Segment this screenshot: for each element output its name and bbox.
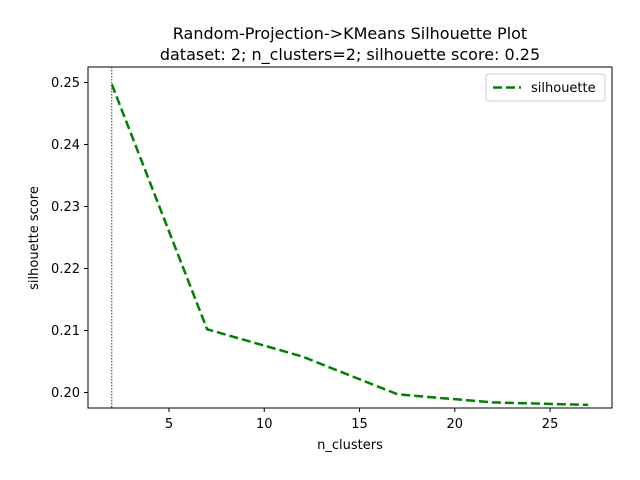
y-tick-label: 0.24 — [51, 138, 80, 153]
y-tick-label: 0.22 — [51, 262, 80, 277]
chart-subtitle: dataset: 2; n_clusters=2; silhouette sco… — [160, 45, 540, 65]
y-axis-label: silhouette score — [27, 186, 42, 290]
y-axis-ticks: 0.20 0.21 0.22 0.23 0.24 0.25 — [51, 76, 88, 401]
x-tick-label: 25 — [542, 417, 559, 432]
x-tick-label: 5 — [165, 417, 173, 432]
y-tick-label: 0.20 — [51, 386, 80, 401]
y-tick-label: 0.23 — [51, 200, 80, 215]
legend-box — [485, 73, 606, 102]
legend-label-silhouette: silhouette — [531, 81, 596, 96]
y-tick-label: 0.21 — [51, 324, 80, 339]
series-line-silhouette — [110, 83, 589, 407]
plot-area — [87, 66, 613, 409]
y-tick-label: 0.25 — [51, 76, 80, 91]
x-axis-ticks: 5 10 15 20 25 — [165, 408, 559, 432]
x-tick-label: 20 — [447, 417, 464, 432]
x-tick-label: 10 — [256, 417, 273, 432]
series-layer — [110, 83, 589, 407]
chart-title: Random-Projection->KMeans Silhouette Plo… — [173, 24, 527, 43]
legend: silhouette — [485, 73, 606, 102]
x-axis-label: n_clusters — [317, 438, 383, 453]
x-tick-label: 15 — [351, 417, 368, 432]
